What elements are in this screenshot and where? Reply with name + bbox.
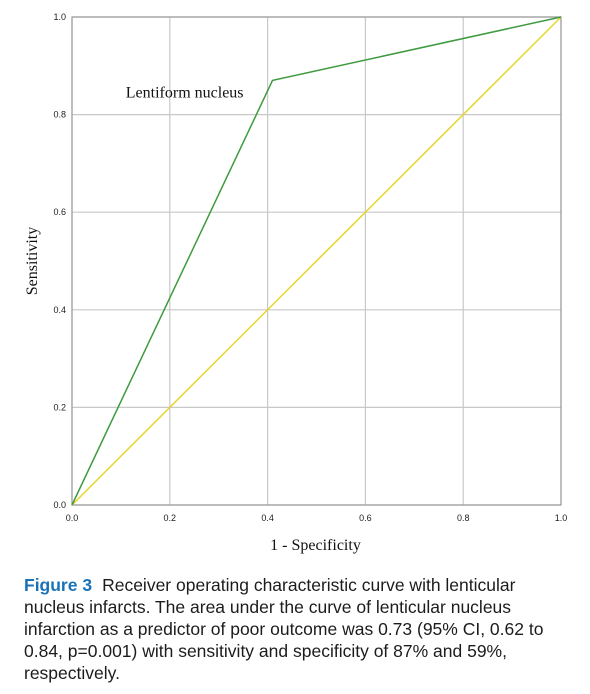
x-axis-title: 1 - Specificity [270, 537, 361, 554]
x-tick-label: 0.8 [457, 513, 470, 523]
reference-diagonal-line [71, 16, 562, 506]
y-tick-label: 1.0 [53, 12, 66, 22]
roc-curve-line [71, 16, 562, 506]
curve-annotation: Lentiform nucleus [126, 85, 244, 102]
x-tick-label: 1.0 [555, 513, 568, 523]
y-tick-label: 0.4 [53, 305, 66, 315]
x-tick-label: 0.0 [66, 513, 79, 523]
y-tick-label: 0.6 [53, 207, 66, 217]
figure-label: Figure 3 [24, 575, 93, 595]
x-tick-label: 0.4 [261, 513, 274, 523]
y-tick-label: 0.8 [53, 110, 66, 120]
plot-frame [71, 16, 562, 506]
y-tick-label: 0.0 [53, 500, 66, 510]
y-axis-title: Sensitivity [24, 227, 41, 295]
figure-caption: Figure 3 Receiver operating characteristi… [24, 574, 576, 684]
y-tick-label: 0.2 [53, 402, 66, 412]
roc-chart: 0.0 0.2 0.4 0.6 0.8 1.0 0.0 0.2 0.4 0.6 0.8 1.0 1 - … [24, 12, 568, 554]
x-tick-label: 0.2 [164, 513, 177, 523]
caption-text: Receiver operating characteristic curve … [24, 575, 544, 683]
x-tick-label: 0.6 [359, 513, 372, 523]
